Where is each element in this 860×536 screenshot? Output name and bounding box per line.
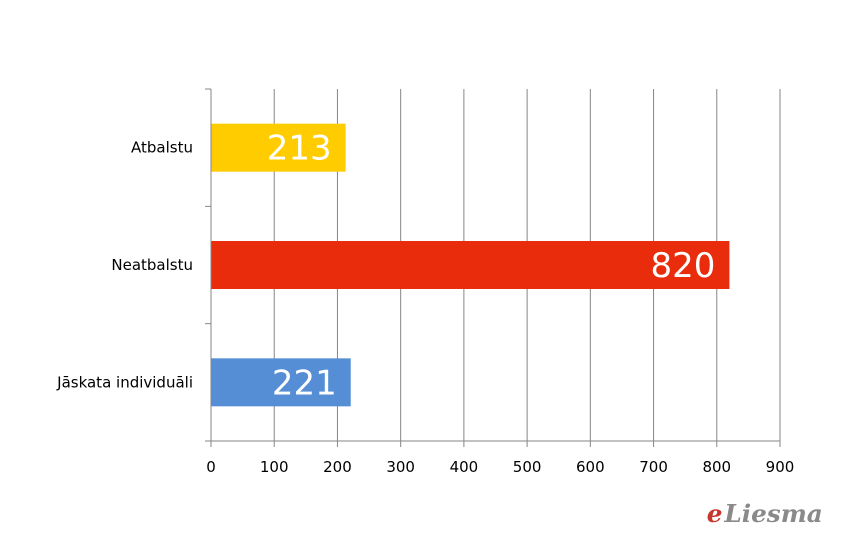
data-label-3: 221 xyxy=(272,363,337,403)
x-tick-label-600: 600 xyxy=(576,458,605,476)
logo-e-mark: e xyxy=(707,499,723,528)
category-label-3: Jāskata individuāli xyxy=(56,373,193,391)
x-tick-label-100: 100 xyxy=(260,458,289,476)
category-label-1: Atbalstu xyxy=(131,139,193,157)
bar-3 xyxy=(211,358,351,407)
axes xyxy=(205,88,781,447)
x-tick-label-900: 900 xyxy=(766,458,795,476)
logo-wordmark: Liesma xyxy=(723,499,822,528)
x-tick-label-800: 800 xyxy=(702,458,731,476)
x-tick-label-400: 400 xyxy=(450,458,479,476)
eliesma-logo: e Liesma xyxy=(707,499,823,528)
bar-1 xyxy=(211,123,346,172)
x-tick-label-0: 0 xyxy=(206,458,216,476)
bar-2 xyxy=(211,241,730,289)
category-labels: Atbalstu Neatbalstu Jāskata individuāli xyxy=(56,139,193,392)
x-tick-label-200: 200 xyxy=(323,458,352,476)
x-tick-label-300: 300 xyxy=(386,458,415,476)
data-label-1: 213 xyxy=(267,129,332,169)
x-tick-label-500: 500 xyxy=(513,458,542,476)
category-label-2: Neatbalstu xyxy=(111,256,193,274)
data-labels: 213 820 221 xyxy=(267,129,716,404)
data-label-2: 820 xyxy=(651,246,716,286)
bars xyxy=(211,123,730,407)
tick-labels: 0 100 200 300 400 500 600 700 800 900 xyxy=(206,458,794,476)
x-tick-label-700: 700 xyxy=(639,458,668,476)
